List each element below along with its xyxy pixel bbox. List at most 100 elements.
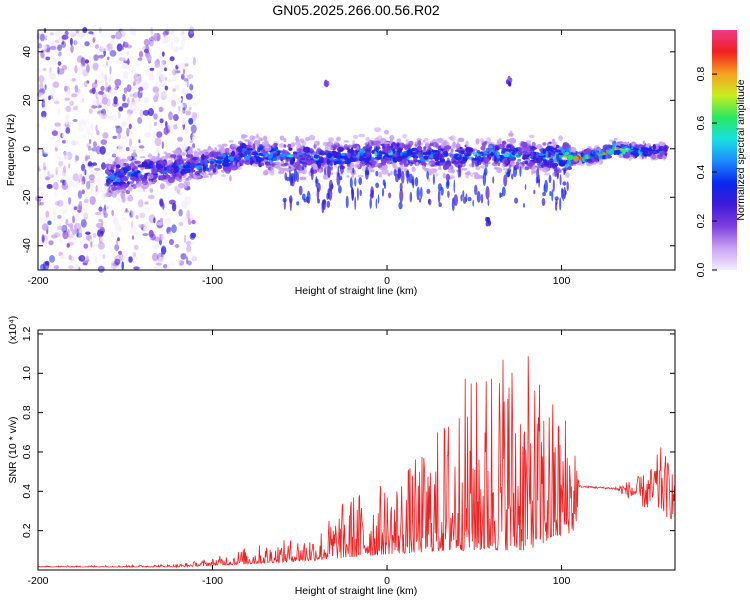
noise-blob	[35, 68, 43, 74]
noise-blob	[178, 105, 181, 112]
noise-blob	[80, 219, 87, 228]
noise-blob	[76, 55, 84, 63]
band-blob	[405, 138, 409, 144]
noise-blob	[142, 82, 149, 91]
band-blob	[238, 140, 243, 145]
band-blob	[364, 142, 370, 147]
noise-blob	[126, 127, 130, 137]
noise-blob	[186, 74, 194, 79]
band-blob	[336, 136, 341, 142]
band-blob	[501, 163, 506, 168]
band-blob	[209, 160, 215, 165]
band-blob	[167, 177, 175, 183]
noise-blob	[148, 73, 155, 81]
band-blob	[558, 135, 563, 142]
band-blob	[521, 157, 529, 160]
noise-blob	[60, 40, 67, 49]
noise-blob	[63, 198, 68, 205]
band-blob	[591, 162, 596, 166]
band-blob	[542, 142, 547, 146]
noise-blob	[83, 120, 87, 129]
band-blob	[415, 153, 423, 157]
noise-blob	[144, 206, 151, 212]
band-streak	[460, 194, 463, 202]
noise-blob	[180, 39, 185, 48]
x-tick-label: 0	[384, 275, 390, 287]
band-streak	[453, 194, 458, 207]
band-blob	[351, 173, 354, 179]
noise-blob	[98, 54, 105, 59]
noise-blob	[161, 78, 166, 84]
noise-blob	[123, 40, 126, 47]
band-blob	[429, 140, 433, 144]
band-streak	[340, 164, 344, 174]
noise-blob	[65, 90, 72, 97]
band-blob	[222, 149, 226, 153]
noise-blob	[52, 57, 57, 67]
band-blob	[396, 156, 402, 162]
noise-blob	[148, 229, 154, 238]
noise-blob	[110, 76, 114, 81]
noise-blob	[153, 32, 158, 42]
band-blob	[466, 152, 472, 157]
band-streak	[566, 181, 569, 192]
band-blob	[424, 141, 430, 148]
noise-blob	[56, 225, 63, 230]
band-blob	[273, 142, 278, 147]
noise-blob	[84, 152, 89, 161]
band-blob	[393, 143, 398, 147]
band-blob	[104, 168, 112, 175]
noise-blob	[85, 231, 91, 235]
noise-blob	[182, 68, 186, 75]
noise-blob	[45, 210, 50, 218]
band-blob	[278, 143, 286, 148]
band-blob	[346, 169, 353, 174]
noise-blob	[111, 209, 115, 217]
band-blob	[595, 146, 601, 152]
noise-blob	[116, 43, 123, 52]
noise-blob	[94, 244, 99, 248]
noise-blob	[67, 235, 72, 243]
noise-blob	[98, 104, 102, 109]
noise-blob	[166, 37, 170, 42]
band-blob	[586, 158, 593, 163]
noise-blob	[81, 189, 85, 195]
band-blob	[373, 127, 382, 133]
band-blob	[277, 170, 284, 175]
colorbar-ticks: 0.0 0.2 0.4 0.6 0.8	[695, 67, 717, 277]
noise-blob	[134, 62, 141, 67]
noise-blob	[73, 206, 78, 210]
band-blob	[538, 146, 543, 149]
noise-blob	[96, 93, 102, 98]
band-blob	[252, 143, 256, 150]
noise-blob	[102, 209, 107, 215]
band-blob	[196, 148, 201, 151]
noise-blob	[94, 255, 98, 264]
noise-blob	[58, 51, 62, 57]
noise-blob	[63, 174, 69, 182]
noise-blob	[121, 261, 124, 270]
band-streak	[369, 197, 373, 209]
band-streak	[472, 199, 475, 207]
band-blob	[316, 147, 322, 153]
band-blob	[184, 178, 192, 181]
band-blob	[553, 157, 556, 161]
noise-blob	[61, 65, 68, 71]
noise-blob	[138, 50, 144, 58]
noise-blob	[62, 192, 65, 198]
noise-blob	[187, 259, 190, 266]
noise-blob	[109, 40, 113, 47]
band-blob	[180, 169, 185, 175]
noise-blob	[183, 79, 190, 87]
band-streak	[283, 199, 286, 211]
band-blob	[355, 163, 361, 169]
noise-blob	[144, 97, 150, 104]
noise-blob	[109, 88, 114, 97]
noise-blob	[80, 247, 85, 254]
noise-blob	[68, 197, 72, 205]
band-blob	[596, 152, 604, 155]
band-blob	[258, 137, 264, 141]
noise-blob	[128, 138, 133, 147]
band-blob	[280, 163, 288, 167]
